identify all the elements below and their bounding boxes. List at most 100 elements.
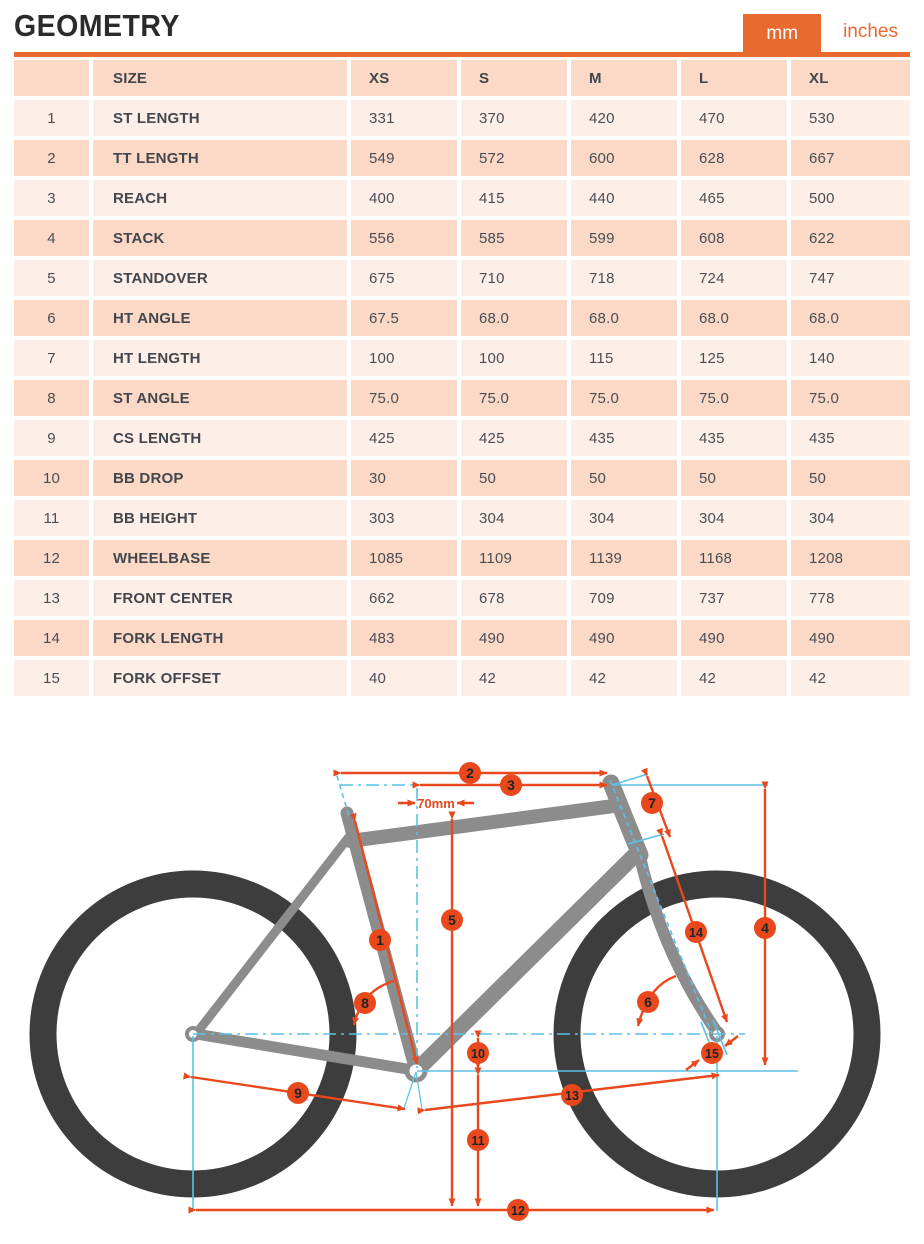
svg-text:7: 7 (648, 795, 656, 811)
cell-value: 500 (791, 180, 910, 216)
row-label: FRONT CENTER (93, 580, 347, 616)
cell-value: 75.0 (681, 380, 787, 416)
head-tube (602, 774, 649, 864)
cell-value: 304 (791, 500, 910, 536)
header-cell-m: M (571, 60, 677, 96)
cell-value: 30 (351, 460, 457, 496)
cell-value: 50 (681, 460, 787, 496)
unit-inches-button[interactable]: inches (821, 12, 910, 57)
marker-3: 3 (500, 774, 522, 796)
cell-value: 747 (791, 260, 910, 296)
svg-text:6: 6 (644, 994, 652, 1010)
row-label: TT LENGTH (93, 140, 347, 176)
marker-15: 15 (701, 1042, 723, 1064)
dim-fork-offset-arrow-b (724, 1035, 739, 1047)
cell-value: 435 (571, 420, 677, 456)
table-row: 3 REACH 400 415 440 465 500 (14, 180, 910, 216)
table-row: 13 FRONT CENTER 662 678 709 737 778 (14, 580, 910, 616)
cell-value: 68.0 (461, 300, 567, 336)
seat-axis-extension (336, 775, 350, 817)
cell-value: 100 (351, 340, 457, 376)
cell-value: 425 (351, 420, 457, 456)
row-number: 7 (14, 340, 89, 376)
cell-value: 140 (791, 340, 910, 376)
cell-value: 622 (791, 220, 910, 256)
cell-value: 1168 (681, 540, 787, 576)
unit-mm-button[interactable]: mm (743, 14, 822, 57)
cell-value: 75.0 (351, 380, 457, 416)
marker-9: 9 (287, 1082, 309, 1104)
marker-5: 5 (441, 909, 463, 931)
cell-value: 483 (351, 620, 457, 656)
cell-value: 40 (351, 660, 457, 696)
row-number: 13 (14, 580, 89, 616)
cell-value: 68.0 (681, 300, 787, 336)
table-row: 12 WHEELBASE 1085 1109 1139 1168 1208 (14, 540, 910, 576)
row-number: 15 (14, 660, 89, 696)
svg-text:4: 4 (761, 920, 769, 936)
row-label: CS LENGTH (93, 420, 347, 456)
row-number: 4 (14, 220, 89, 256)
cs-projection-a (403, 1071, 417, 1109)
cell-value: 678 (461, 580, 567, 616)
cell-value: 556 (351, 220, 457, 256)
marker-7: 7 (641, 792, 663, 814)
cell-value: 1208 (791, 540, 910, 576)
row-number: 11 (14, 500, 89, 536)
cell-value: 572 (461, 140, 567, 176)
cell-value: 718 (571, 260, 677, 296)
svg-text:9: 9 (294, 1085, 302, 1101)
svg-text:13: 13 (565, 1089, 579, 1103)
cell-value: 303 (351, 500, 457, 536)
marker-8: 8 (354, 992, 376, 1014)
svg-text:14: 14 (689, 926, 703, 940)
header-cell-xs: XS (351, 60, 457, 96)
header-rule (14, 52, 910, 57)
cell-value: 490 (571, 620, 677, 656)
geometry-table: SIZE XS S M L XL 1 ST LENGTH 331 370 420… (14, 60, 910, 700)
table-row: 7 HT LENGTH 100 100 115 125 140 (14, 340, 910, 376)
table-row: 10 BB DROP 30 50 50 50 50 (14, 460, 910, 496)
cell-value: 425 (461, 420, 567, 456)
table-row: 15 FORK OFFSET 40 42 42 42 42 (14, 660, 910, 696)
cell-value: 599 (571, 220, 677, 256)
svg-text:15: 15 (705, 1047, 719, 1061)
cell-value: 68.0 (571, 300, 677, 336)
cell-value: 709 (571, 580, 677, 616)
cell-value: 125 (681, 340, 787, 376)
bike-geometry-diagram: 70mm 1 2 3 4 5 6 7 8 9 10 11 12 13 14 15 (0, 724, 924, 1244)
marker-13: 13 (561, 1084, 583, 1106)
cell-value: 1109 (461, 540, 567, 576)
row-label: HT ANGLE (93, 300, 347, 336)
header-cell-s: S (461, 60, 567, 96)
row-number: 6 (14, 300, 89, 336)
unit-toggle: mm inches (743, 12, 910, 57)
cell-value: 50 (461, 460, 567, 496)
cell-value: 470 (681, 100, 787, 136)
row-number: 5 (14, 260, 89, 296)
dimension-lines (183, 767, 769, 1214)
row-label: FORK OFFSET (93, 660, 347, 696)
marker-10: 10 (467, 1042, 489, 1064)
cell-value: 737 (681, 580, 787, 616)
cell-value: 667 (791, 140, 910, 176)
cell-value: 549 (351, 140, 457, 176)
table-row: 14 FORK LENGTH 483 490 490 490 490 (14, 620, 910, 656)
row-label: WHEELBASE (93, 540, 347, 576)
cell-value: 490 (791, 620, 910, 656)
table-row: 2 TT LENGTH 549 572 600 628 667 (14, 140, 910, 176)
table-row: 11 BB HEIGHT 303 304 304 304 304 (14, 500, 910, 536)
offset-70mm-label: 70mm (417, 796, 455, 811)
cell-value: 50 (791, 460, 910, 496)
row-number: 14 (14, 620, 89, 656)
page-title: GEOMETRY (14, 8, 180, 43)
cell-value: 415 (461, 180, 567, 216)
row-number: 8 (14, 380, 89, 416)
svg-text:1: 1 (376, 932, 384, 948)
row-label: BB HEIGHT (93, 500, 347, 536)
row-number: 12 (14, 540, 89, 576)
cell-value: 490 (461, 620, 567, 656)
header-cell-xl: XL (791, 60, 910, 96)
cell-value: 490 (681, 620, 787, 656)
